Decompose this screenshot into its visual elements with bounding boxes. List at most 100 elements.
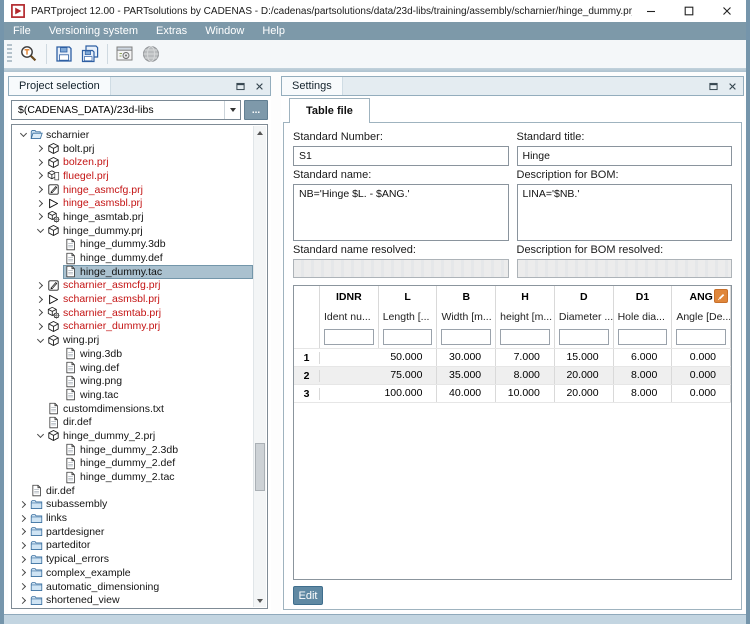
standard-number-input[interactable] — [293, 146, 509, 166]
close-panel-button[interactable] — [724, 77, 740, 95]
standard-title-input[interactable] — [516, 146, 732, 166]
expander-icon[interactable] — [34, 337, 46, 344]
cell-l[interactable]: 75.000 — [379, 367, 438, 384]
tree-item[interactable]: hinge_asmtab.prj — [13, 210, 253, 224]
expander-icon[interactable] — [17, 502, 29, 507]
tree-item[interactable]: parteditor — [13, 539, 253, 553]
tree-item[interactable]: links — [13, 511, 253, 525]
cell-h[interactable]: 7.000 — [496, 349, 555, 366]
expander-icon[interactable] — [17, 584, 29, 589]
expander-icon[interactable] — [34, 187, 46, 192]
expander-icon[interactable] — [17, 516, 29, 521]
cell-d[interactable]: 20.000 — [555, 385, 614, 402]
tree-item[interactable]: hinge_dummy.tac — [13, 264, 253, 279]
cell-b[interactable]: 35.000 — [437, 367, 497, 384]
filter-input-idnr[interactable] — [324, 329, 374, 345]
expander-icon[interactable] — [17, 529, 29, 534]
column-header-ang[interactable]: ANG — [672, 286, 732, 307]
tree-item[interactable]: dir.def — [13, 484, 253, 498]
menu-file[interactable]: File — [13, 25, 31, 37]
cell-d[interactable]: 20.000 — [555, 367, 614, 384]
tree-item[interactable]: complex_example — [13, 566, 253, 580]
cell-d1[interactable]: 8.000 — [614, 367, 673, 384]
filter-input-ang[interactable] — [676, 329, 727, 345]
column-header-h[interactable]: H — [496, 286, 555, 307]
scroll-down-icon[interactable] — [254, 594, 266, 607]
cell-d[interactable]: 15.000 — [555, 349, 614, 366]
tree-item[interactable]: hinge_asmsbl.prj — [13, 196, 253, 210]
expander-icon[interactable] — [34, 324, 46, 329]
cell-h[interactable]: 10.000 — [496, 385, 555, 402]
tree-item[interactable]: partdesigner — [13, 525, 253, 539]
tree-item[interactable]: hinge_asmcfg.prj — [13, 183, 253, 197]
tree-item[interactable]: customdimensions.txt — [13, 402, 253, 416]
tree-item[interactable]: hinge_dummy.prj — [13, 224, 253, 238]
tree-item[interactable]: bolt.prj — [13, 142, 253, 156]
filter-input-b[interactable] — [441, 329, 492, 345]
tree-item[interactable]: wing.def — [13, 361, 253, 375]
tree-item[interactable]: bolzen.prj — [13, 155, 253, 169]
menu-window[interactable]: Window — [205, 25, 245, 37]
toolbar-grip[interactable] — [7, 44, 12, 64]
edit-button[interactable]: Edit — [293, 586, 323, 605]
expander-icon[interactable] — [34, 214, 46, 219]
column-header-b[interactable]: B — [437, 286, 497, 307]
save-button[interactable] — [51, 42, 77, 66]
expander-icon[interactable] — [17, 570, 29, 575]
menu-extras[interactable]: Extras — [156, 25, 188, 37]
expander-icon[interactable] — [34, 283, 46, 288]
column-header-d[interactable]: D — [555, 286, 614, 307]
cell-ang[interactable]: 0.000 — [672, 349, 732, 366]
minimize-button[interactable] — [632, 0, 670, 22]
menu-versioning-system[interactable]: Versioning system — [48, 25, 138, 37]
cell-d1[interactable]: 6.000 — [614, 349, 673, 366]
tree-scrollbar[interactable] — [253, 126, 266, 607]
column-header-d1[interactable]: D1 — [614, 286, 673, 307]
cell-l[interactable]: 50.000 — [379, 349, 438, 366]
filter-input-h[interactable] — [500, 329, 550, 345]
chevron-down-icon[interactable] — [224, 101, 240, 119]
expander-icon[interactable] — [17, 131, 29, 138]
tree-item[interactable]: hinge_dummy_2.def — [13, 457, 253, 471]
browse-button[interactable]: ... — [244, 100, 268, 120]
standard-name-textarea[interactable]: NB='Hinge $L. - $ANG.' — [293, 184, 509, 241]
scrollbar-thumb[interactable] — [255, 443, 265, 492]
tree-item[interactable]: fluegel.prj — [13, 169, 253, 183]
expander-icon[interactable] — [17, 557, 29, 562]
expander-icon[interactable] — [34, 201, 46, 206]
tree-item[interactable]: wing.png — [13, 374, 253, 388]
tree-item[interactable]: hinge_dummy.3db — [13, 238, 253, 252]
tree-item[interactable]: shortened_view — [13, 593, 253, 607]
bom-description-textarea[interactable]: LINA='$NB.' — [516, 184, 732, 241]
expander-icon[interactable] — [17, 598, 29, 603]
column-header-idnr[interactable]: IDNR — [320, 286, 379, 307]
tab-table-file[interactable]: Table file — [289, 98, 370, 123]
save-all-button[interactable] — [77, 42, 103, 66]
ang-edit-pencil-icon[interactable] — [714, 289, 729, 303]
cell-d1[interactable]: 8.000 — [614, 385, 673, 402]
menu-help[interactable]: Help — [262, 25, 285, 37]
close-panel-button[interactable] — [251, 77, 267, 95]
close-button[interactable] — [708, 0, 746, 22]
cell-b[interactable]: 30.000 — [437, 349, 497, 366]
tree-item[interactable]: typical_errors — [13, 552, 253, 566]
tree-item[interactable]: wing.tac — [13, 388, 253, 402]
project-settings-button[interactable] — [112, 42, 138, 66]
tree-item[interactable]: dir.def — [13, 415, 253, 429]
tree-item[interactable]: scharnier_dummy.prj — [13, 320, 253, 334]
float-panel-button[interactable] — [705, 77, 721, 95]
filter-input-l[interactable] — [382, 329, 433, 345]
search-project-button[interactable] — [16, 42, 42, 66]
expander-icon[interactable] — [34, 173, 46, 178]
scroll-up-icon[interactable] — [254, 126, 266, 139]
expander-icon[interactable] — [34, 432, 46, 439]
expander-icon[interactable] — [34, 146, 46, 151]
cell-ang[interactable]: 0.000 — [672, 367, 732, 384]
float-panel-button[interactable] — [232, 77, 248, 95]
cell-l[interactable]: 100.000 — [379, 385, 438, 402]
tree-item[interactable]: hinge_dummy.def — [13, 251, 253, 265]
column-header-l[interactable]: L — [379, 286, 438, 307]
filter-input-d[interactable] — [558, 329, 609, 345]
expander-icon[interactable] — [17, 543, 29, 548]
filter-input-d1[interactable] — [617, 329, 668, 345]
